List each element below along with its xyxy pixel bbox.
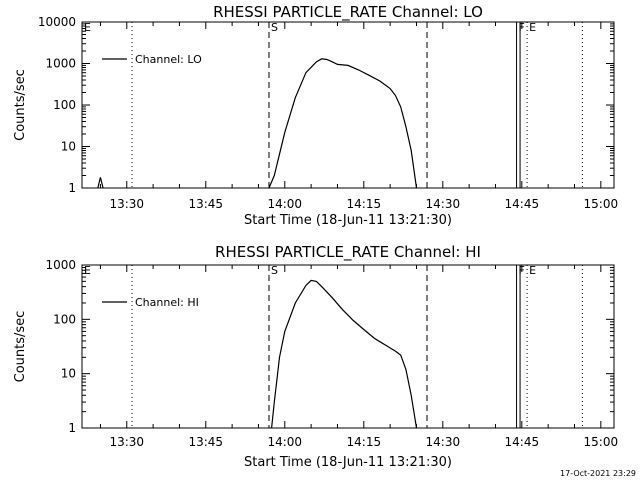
series-line <box>97 177 104 189</box>
x-tick-label: 14:30 <box>426 435 461 449</box>
event-marker-label: E <box>529 21 536 34</box>
y-axis-label: Counts/sec <box>13 69 28 141</box>
event-marker-label: E <box>529 264 536 277</box>
event-marker-label: F <box>519 21 525 34</box>
y-tick-label: 100 <box>53 312 76 326</box>
y-tick-label: 10 <box>61 367 76 381</box>
x-tick-label: 14:45 <box>505 435 540 449</box>
event-marker-label: S <box>271 264 278 277</box>
event-marker-label: E <box>84 264 91 277</box>
legend-entry: Channel: HI <box>135 296 199 309</box>
x-tick-label: 14:15 <box>347 197 382 211</box>
x-tick-label: 14:30 <box>426 197 461 211</box>
x-axis-label: Start Time (18-Jun-11 13:21:30) <box>244 455 452 470</box>
chart-title: RHESSI PARTICLE_RATE Channel: HI <box>215 243 481 262</box>
x-tick-label: 13:30 <box>109 197 144 211</box>
footer-timestamp: 17-Oct-2021 23:29 <box>560 469 636 478</box>
plot-frame <box>81 264 615 429</box>
legend-entry: Channel: LO <box>135 53 202 66</box>
y-tick-label: 1000 <box>45 57 76 71</box>
series-line <box>271 279 418 429</box>
x-tick-label: 14:00 <box>267 435 302 449</box>
x-axis-label: Start Time (18-Jun-11 13:21:30) <box>244 213 452 228</box>
panel-lo: RHESSI PARTICLE_RATE Channel: LO 13:30 13:… <box>13 3 618 228</box>
y-tick-label: 1000 <box>45 258 76 272</box>
plot-frame <box>81 21 615 189</box>
chart-title: RHESSI PARTICLE_RATE Channel: LO <box>213 3 483 22</box>
y-tick-label: 10000 <box>38 15 76 29</box>
x-tick-label: 13:45 <box>188 197 223 211</box>
y-tick-label: 10 <box>61 140 76 154</box>
x-tick-label: 15:00 <box>584 197 619 211</box>
x-tick-label: 13:30 <box>109 435 144 449</box>
x-tick-label: 15:00 <box>584 435 619 449</box>
event-marker-label: F <box>519 264 525 277</box>
x-tick-label: 14:45 <box>505 197 540 211</box>
event-marker-label: S <box>271 21 278 34</box>
y-tick-label: 1 <box>68 421 76 435</box>
y-tick-label: 100 <box>53 98 76 112</box>
y-axis-label: Counts/sec <box>13 311 28 383</box>
y-tick-label: 1 <box>68 181 76 195</box>
series-line <box>268 58 418 189</box>
x-tick-label: 14:00 <box>267 197 302 211</box>
event-marker-label: E <box>84 21 91 34</box>
x-tick-label: 14:15 <box>347 435 382 449</box>
panel-hi: RHESSI PARTICLE_RATE Channel: HI 13:30 13:… <box>13 243 618 470</box>
x-tick-label: 13:45 <box>188 435 223 449</box>
